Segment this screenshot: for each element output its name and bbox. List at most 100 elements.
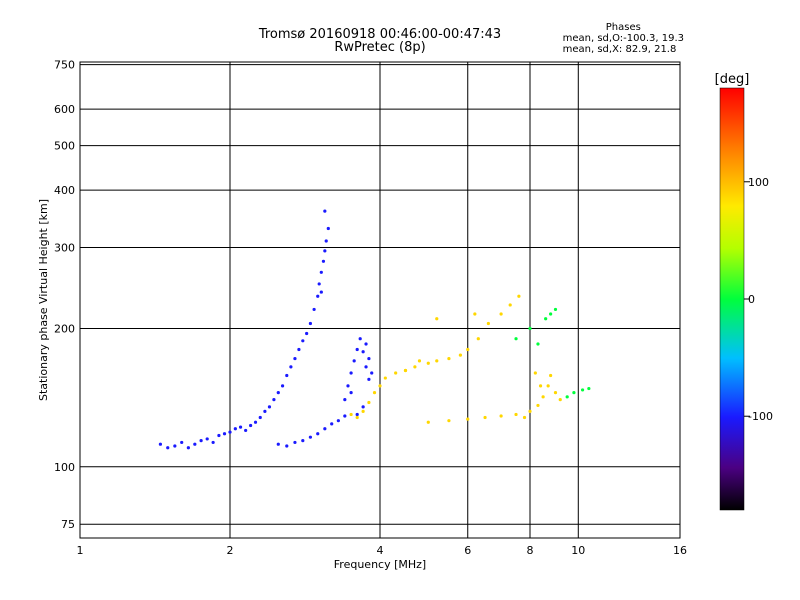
data-point-X — [538, 384, 543, 388]
x-tick-label: 16 — [673, 544, 687, 557]
data-point-X — [533, 371, 537, 375]
data-point-O — [244, 428, 248, 433]
x-axis-label: Frequency [MHz] — [334, 558, 426, 571]
x-tick-label: 2 — [227, 544, 234, 557]
data-point-X — [349, 412, 353, 417]
grid — [80, 62, 680, 538]
data-point-X — [413, 365, 417, 369]
data-point-X — [426, 361, 430, 365]
data-point-X — [435, 359, 439, 363]
data-point-O — [253, 420, 258, 424]
data-point-O — [308, 435, 313, 439]
data-point-X — [541, 395, 545, 399]
data-point-X — [361, 409, 365, 413]
data-point-O — [312, 307, 316, 312]
data-point-O — [349, 391, 353, 395]
data-point-O — [370, 371, 374, 375]
data-point-X — [508, 303, 512, 307]
y-tick-label: 500 — [54, 140, 75, 153]
data-point-O — [305, 331, 309, 336]
x-tick-label: 10 — [571, 544, 585, 557]
data-point-O — [267, 405, 272, 409]
data-point-X — [466, 347, 470, 352]
x-tick-label: 8 — [527, 544, 534, 557]
data-point-X — [403, 368, 408, 373]
data-point-X — [367, 400, 371, 405]
data-point-X — [372, 391, 377, 395]
data-point-O — [358, 337, 362, 341]
data-point-X — [486, 321, 490, 326]
data-point-O — [293, 440, 297, 445]
data-point-O — [336, 419, 340, 423]
data-point-O — [301, 439, 305, 443]
colorbar — [719, 87, 745, 511]
y-axis-label: Stationary phase Virtual Height [km] — [37, 199, 50, 401]
data-point-O — [367, 356, 371, 361]
colorbar-label: [deg] — [715, 72, 750, 87]
data-point-X — [528, 409, 532, 413]
y-tick-label: 200 — [54, 322, 75, 335]
data-point-X — [466, 417, 470, 421]
data-point-O — [205, 437, 209, 441]
data-point-other — [549, 312, 553, 316]
y-tick-label: 100 — [54, 461, 75, 474]
data-point-O — [317, 282, 321, 286]
data-point-O — [323, 209, 327, 213]
data-point-O — [346, 384, 350, 388]
data-point-X — [476, 337, 480, 341]
data-point-X — [426, 420, 430, 424]
data-point-O — [233, 427, 237, 431]
data-point-O — [166, 446, 170, 450]
data-point-O — [316, 432, 320, 436]
data-point-O — [355, 347, 359, 352]
data-point-O — [228, 430, 232, 434]
phases-legend: Phases mean, sd,O:-100.3, 19.3 mean, sd,… — [563, 22, 684, 55]
x-tick-label: 6 — [464, 544, 471, 557]
data-point-X — [546, 384, 550, 388]
data-point-X — [355, 415, 359, 420]
data-point-O — [352, 359, 356, 363]
y-tick-label: 300 — [54, 242, 75, 255]
data-point-X — [483, 415, 487, 420]
data-point-X — [417, 359, 422, 363]
data-point-O — [285, 373, 289, 378]
x-tick-label: 4 — [377, 544, 384, 557]
data-point-O — [343, 398, 347, 402]
data-point-O — [367, 377, 371, 381]
x-axis: 1 2 4 6 8 10 16 — [77, 544, 688, 557]
colorbar-ticks: 100 0 -100 — [744, 176, 773, 423]
data-point-X — [522, 415, 527, 420]
data-point-X — [383, 376, 387, 380]
data-point-O — [319, 270, 323, 274]
data-point-X — [514, 412, 518, 417]
data-point-O — [222, 432, 227, 436]
data-point-O — [193, 442, 197, 446]
y-tick-label: 600 — [54, 103, 75, 116]
data-point-O — [361, 350, 365, 354]
x-tick-label: 1 — [77, 544, 84, 557]
data-point-O — [263, 409, 267, 413]
data-point-X — [378, 384, 382, 388]
data-point-O — [326, 226, 330, 231]
data-point-O — [293, 356, 297, 361]
data-point-other — [536, 342, 540, 346]
data-point-O — [324, 239, 328, 243]
data-point-X — [394, 371, 398, 375]
data-point-O — [301, 339, 305, 343]
data-point-X — [536, 403, 540, 408]
phases-heading: Phases — [605, 22, 641, 33]
data-point-X — [517, 294, 521, 298]
data-point-O — [280, 384, 285, 388]
data-point-other — [572, 391, 576, 395]
data-point-X — [499, 312, 503, 316]
data-point-O — [285, 444, 289, 448]
data-point-O — [321, 259, 326, 263]
data-point-O — [258, 415, 262, 420]
data-point-X — [447, 419, 451, 423]
data-point-O — [343, 414, 347, 418]
data-point-other — [565, 395, 569, 399]
colorbar-tick-label: 0 — [748, 293, 755, 306]
data-point-X — [499, 414, 503, 418]
data-point-other — [580, 388, 585, 392]
